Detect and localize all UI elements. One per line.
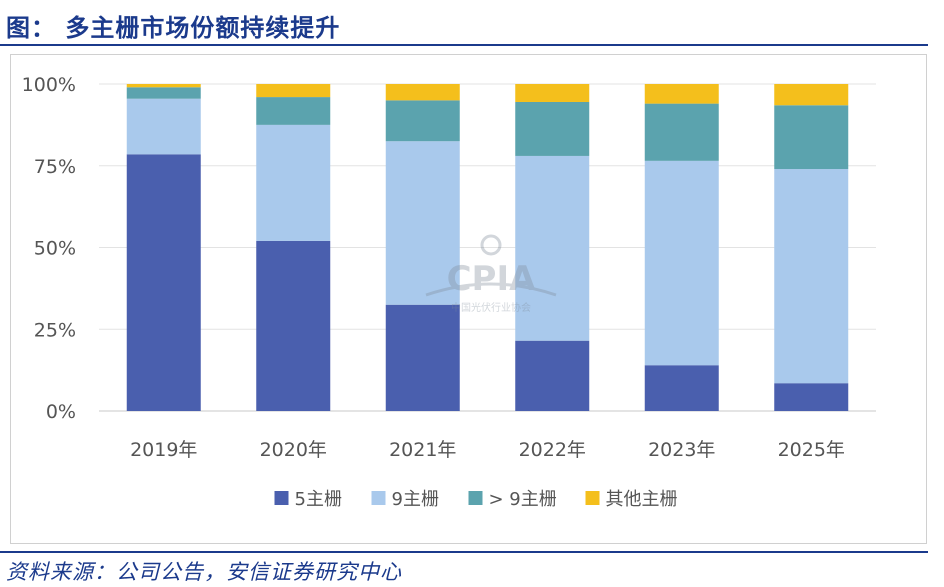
legend-swatch (468, 491, 483, 505)
legend-swatch (371, 491, 386, 505)
bar-segment (256, 124, 331, 241)
watermark-subtext: 中国光伏行业协会 (451, 301, 531, 314)
legend-swatch (585, 491, 600, 505)
bar-segment (385, 141, 460, 305)
bar-segment (385, 100, 460, 142)
source-note: 资料来源：公司公告，安信证券研究中心 (6, 560, 402, 584)
y-tick-label: 75% (34, 156, 76, 178)
header-rule (0, 44, 928, 46)
y-tick-label: 100% (22, 74, 76, 96)
bar-segment (774, 105, 849, 170)
y-tick-label: 25% (34, 319, 76, 341)
chart-frame: 0% 25% 50% 75% 100% 2019年 2020年 2021年 2022年 2023年… (10, 54, 927, 544)
stacked-bar-chart: 0% 25% 50% 75% 100% 2019年 2020年 2021年 2022年 2023年… (22, 74, 876, 510)
watermark-logo-text: CPIA (447, 259, 537, 299)
bar-segment (774, 383, 849, 411)
bar-segment (644, 103, 719, 161)
x-tick-label: 2025年 (778, 439, 845, 461)
bar-segment (515, 340, 590, 411)
bar-segment (515, 84, 590, 102)
bar-segment (256, 97, 331, 125)
bar-segment (385, 304, 460, 411)
footer-rule (0, 551, 928, 553)
legend-label: 5主栅 (295, 489, 342, 510)
bar-segment (126, 84, 201, 88)
bar-segment (126, 87, 201, 99)
bar-segment (515, 155, 590, 341)
bar-segment (644, 160, 719, 366)
legend-label: > 9主栅 (489, 489, 557, 510)
figure-header: 图： 多主栅市场份额持续提升 (0, 0, 944, 46)
y-tick-label: 50% (34, 238, 76, 260)
x-tick-label: 2021年 (389, 439, 456, 461)
cpia-watermark: CPIA 中国光伏行业协会 (416, 233, 566, 328)
bar-segment (774, 84, 849, 106)
y-tick-label: 0% (46, 401, 76, 423)
bar-segment (256, 240, 331, 411)
x-tick-label: 2019年 (130, 439, 197, 461)
bar-segment (515, 101, 590, 156)
bar-segment (385, 84, 460, 101)
x-tick-label: 2022年 (519, 439, 586, 461)
bar-segment (644, 365, 719, 411)
bar-segment (644, 84, 719, 104)
legend-swatch (274, 491, 289, 505)
x-tick-label: 2020年 (260, 439, 327, 461)
bar-segment (126, 98, 201, 155)
figure-title: 图： 多主栅市场份额持续提升 (6, 13, 341, 42)
legend-label: 9主栅 (392, 489, 439, 510)
bar-segment (126, 154, 201, 411)
bar-segment (774, 169, 849, 384)
bar-segment (256, 84, 331, 98)
legend-label: 其他主栅 (606, 489, 678, 510)
cpia-logo-icon: CPIA 中国光伏行业协会 (425, 234, 557, 314)
x-tick-label: 2023年 (648, 439, 715, 461)
